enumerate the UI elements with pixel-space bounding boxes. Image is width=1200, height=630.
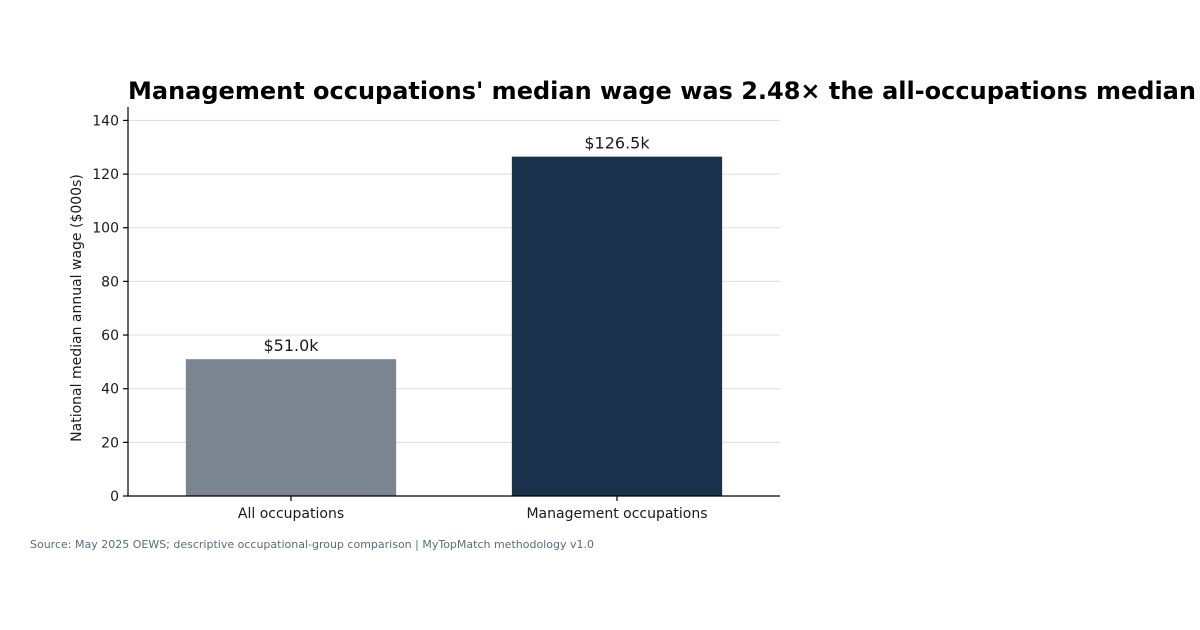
source-note: Source: May 2025 OEWS; descriptive occup…: [30, 538, 594, 551]
y-tick-label: 140: [92, 113, 119, 129]
y-axis-label: National median annual wage ($000s): [69, 174, 85, 442]
y-tick-label: 20: [101, 435, 119, 451]
bar-0: [185, 359, 397, 496]
y-tick-label: 120: [92, 167, 119, 183]
axes: 0 20 40 60 80 100 120 140 All occupations Managem…: [92, 107, 780, 522]
x-tick-label: Management occupations: [526, 506, 707, 522]
bars: [185, 156, 723, 496]
bar-1: [511, 156, 723, 496]
bar-value-label: $126.5k: [584, 134, 650, 153]
y-tick-label: 40: [101, 382, 119, 398]
y-tick-label: 0: [110, 489, 119, 505]
chart-title: Management occupations' median wage was …: [128, 77, 1196, 105]
y-tick-label: 100: [92, 221, 119, 237]
y-tick-label: 60: [101, 328, 119, 344]
data-labels: $51.0k $126.5k: [263, 134, 650, 356]
x-tick-label: All occupations: [238, 506, 344, 522]
bar-value-label: $51.0k: [263, 336, 319, 355]
y-tick-label: 80: [101, 274, 119, 290]
